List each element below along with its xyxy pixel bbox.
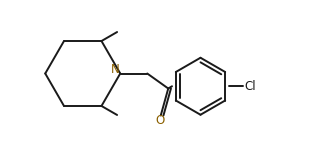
Text: N: N [111, 63, 119, 76]
Text: Cl: Cl [244, 80, 256, 93]
Text: O: O [155, 114, 165, 127]
